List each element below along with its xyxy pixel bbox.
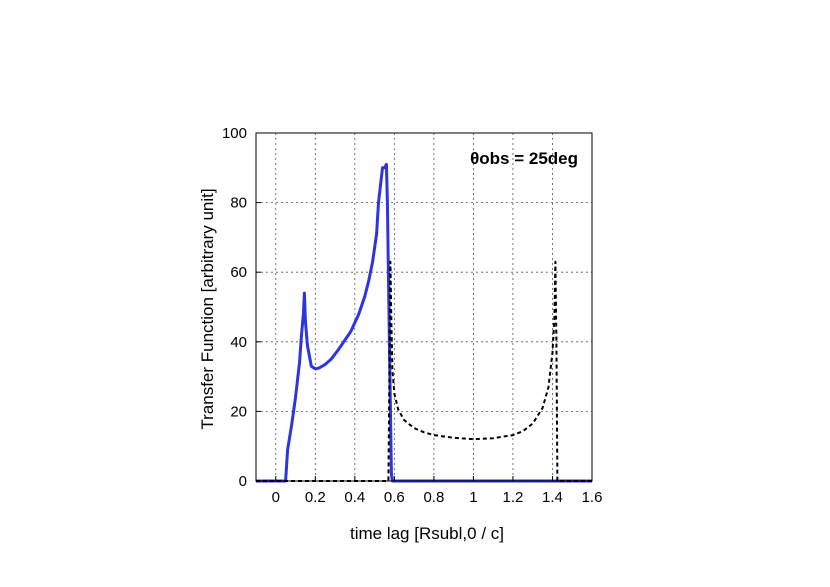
y-tick-label: 40 [230, 334, 247, 351]
plot-frame [255, 132, 593, 482]
x-tick-label: 1 [469, 489, 477, 506]
dashed-series-line [256, 260, 592, 482]
y-tick-label: 60 [230, 264, 247, 281]
y-tick-label: 100 [222, 125, 247, 142]
x-tick-label: 1.2 [503, 489, 524, 506]
x-tick-label: 1.6 [582, 489, 603, 506]
solid-series-line [256, 162, 592, 483]
x-tick-label: 1.4 [542, 489, 563, 506]
angle-annotation: θobs = 25deg [470, 149, 578, 168]
x-tick-label: 0.4 [344, 489, 365, 506]
y-tick-label: 0 [239, 473, 247, 490]
x-tick-label: 0 [272, 489, 280, 506]
x-tick-label: 0.8 [423, 489, 444, 506]
x-axis-title: time lag [Rsubl,0 / c] [350, 524, 504, 543]
y-tick-label: 80 [230, 195, 247, 212]
series-lines [256, 162, 592, 483]
x-tick-label: 0.2 [305, 489, 326, 506]
y-tick-label: 20 [230, 403, 247, 420]
x-tick-label: 0.6 [384, 489, 405, 506]
y-axis-title: Transfer Function [arbitrary unit] [198, 188, 217, 429]
ticks: 0 0.2 0.4 0.6 0.8 1 1.2 1.4 1.6 0 20 40 60 80 100 [222, 125, 602, 506]
